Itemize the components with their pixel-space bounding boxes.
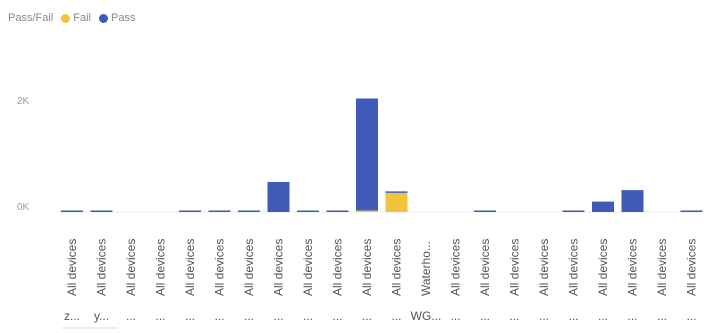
bar-pass[interactable] (90, 210, 113, 213)
x-category-label: All devices (567, 239, 581, 296)
x-group-label: ... (332, 309, 342, 323)
x-category-label: All devices (537, 239, 551, 296)
y-tick-label: 0K (17, 202, 30, 213)
bar-pass[interactable] (61, 210, 83, 213)
bar-pass[interactable] (474, 210, 496, 213)
x-group-label: ... (657, 309, 667, 323)
legend-title: Pass/Fail (8, 12, 54, 24)
bar-pass[interactable] (238, 210, 260, 213)
x-group-label: ... (362, 309, 372, 323)
x-category-label: All devices (390, 239, 404, 296)
legend-swatch-pass (98, 13, 108, 23)
x-group-label: z... (64, 309, 80, 323)
x-group-label: ... (598, 309, 608, 323)
bar-fail[interactable] (356, 210, 378, 213)
x-group-label: ... (539, 309, 549, 323)
x-group-label: ... (450, 309, 460, 323)
x-group-label: ... (185, 309, 195, 323)
x-group-label: ... (244, 309, 254, 323)
x-group-label: ... (155, 309, 165, 323)
bar-pass[interactable] (356, 98, 378, 211)
legend-swatch-fail (61, 13, 71, 23)
legend-label-fail: Fail (73, 12, 91, 24)
bar-pass[interactable] (680, 210, 703, 213)
x-category-label: All devices (65, 239, 79, 296)
x-group-label: ... (391, 309, 401, 323)
x-category-label: All devices (626, 239, 640, 296)
x-category-label: All devices (301, 239, 315, 296)
x-group-label: ... (273, 309, 283, 323)
bar-pass[interactable] (621, 190, 644, 212)
x-group-label: ... (480, 309, 490, 323)
bar-pass[interactable] (267, 181, 290, 212)
bar-pass[interactable] (385, 191, 408, 193)
x-group-label: ... (627, 309, 637, 323)
x-category-label: Waterho... (419, 241, 433, 296)
legend-label-pass: Pass (110, 12, 136, 24)
x-category-label: All devices (242, 239, 256, 296)
x-category-label: All devices (124, 239, 138, 296)
x-category-label: All devices (685, 239, 699, 296)
x-category-label: All devices (360, 239, 374, 296)
x-group-label: ... (509, 309, 519, 323)
x-group-label: y... (94, 309, 109, 323)
bar-pass[interactable] (208, 210, 231, 213)
x-category-label: All devices (478, 239, 492, 296)
x-category-label: All devices (154, 239, 168, 296)
x-group-label: ... (568, 309, 578, 323)
bar-pass[interactable] (592, 201, 614, 212)
x-group-label: ... (126, 309, 136, 323)
x-group-label: ... (214, 309, 224, 323)
bar-pass[interactable] (326, 210, 349, 213)
x-category-label: All devices (508, 239, 522, 296)
bar-pass[interactable] (297, 210, 319, 213)
x-category-label: All devices (95, 239, 109, 296)
x-category-label: All devices (655, 239, 669, 296)
x-group-label: ... (303, 309, 313, 323)
x-category-label: All devices (449, 239, 463, 296)
bar-pass[interactable] (562, 210, 585, 213)
x-category-label: All devices (213, 239, 227, 296)
x-category-label: All devices (183, 239, 197, 296)
bar-pass[interactable] (179, 210, 201, 213)
x-group-label: ... (686, 309, 696, 323)
x-category-label: All devices (272, 239, 286, 296)
y-tick-label: 2K (17, 96, 30, 107)
bar-fail[interactable] (385, 192, 408, 212)
x-category-label: All devices (596, 239, 610, 296)
chart-legend: Pass/Fail Fail Pass (8, 12, 135, 24)
x-group-label: WG... (411, 309, 442, 323)
x-category-label: All devices (331, 239, 345, 296)
